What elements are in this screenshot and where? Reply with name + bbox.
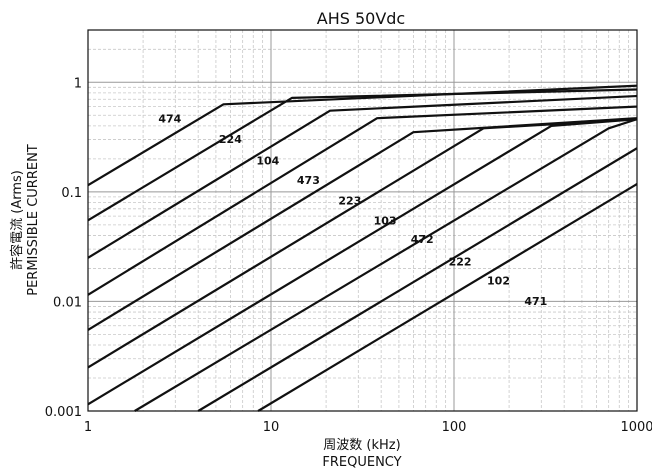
y-tick-label: 0.1 xyxy=(61,186,82,201)
series-line-473 xyxy=(87,105,638,296)
series-line-102 xyxy=(197,147,638,412)
series-label-104: 104 xyxy=(256,155,279,168)
y-axis-label: 許容電流 (Arms) xyxy=(9,170,25,270)
x-tick-label: 1000 xyxy=(620,420,652,435)
y-tick-label: 0.01 xyxy=(53,295,82,310)
y-tick-label: 0.001 xyxy=(45,405,82,420)
x-tick-label: 100 xyxy=(442,420,467,435)
series-line-223 xyxy=(87,117,638,331)
series-label-222: 222 xyxy=(449,256,472,269)
series-line-224 xyxy=(87,88,638,222)
series-line-222 xyxy=(134,118,638,412)
series-label-102: 102 xyxy=(487,274,510,287)
y-axis-label-en: PERMISSIBLE CURRENT xyxy=(26,144,41,296)
y-tick-label: 1 xyxy=(74,76,82,91)
series-label-223: 223 xyxy=(338,194,361,207)
series-lines xyxy=(87,84,638,412)
chart-title: AHS 50Vdc xyxy=(317,9,405,28)
plot-frame xyxy=(87,29,638,412)
major-gridlines xyxy=(88,30,637,411)
x-tick-label: 10 xyxy=(263,420,280,435)
x-tick-labels: 1 10 100 1000 xyxy=(84,420,652,435)
series-label-474: 474 xyxy=(158,112,181,125)
series-labels: 474 224 104 473 223 103 472 222 102 471 xyxy=(158,112,547,308)
series-label-472: 472 xyxy=(411,233,434,246)
y-tick-labels: 0.001 0.01 0.1 1 xyxy=(45,76,82,420)
x-tick-label: 1 xyxy=(84,420,92,435)
series-line-472 xyxy=(87,118,638,406)
series-label-471: 471 xyxy=(524,295,547,308)
series-label-103: 103 xyxy=(374,214,397,227)
x-axis-label: 周波数 (kHz) xyxy=(323,438,400,453)
series-label-473: 473 xyxy=(297,174,320,187)
series-line-471 xyxy=(257,183,638,412)
x-axis-label-en: FREQUENCY xyxy=(322,455,401,470)
minor-gridlines xyxy=(88,30,637,411)
series-label-224: 224 xyxy=(219,133,242,146)
series-line-104 xyxy=(87,94,638,259)
